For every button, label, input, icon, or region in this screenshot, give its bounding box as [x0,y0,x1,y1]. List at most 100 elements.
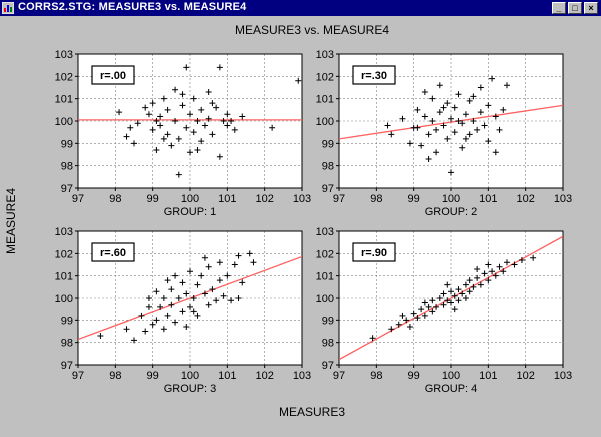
data-point [194,312,201,319]
data-point [466,131,473,138]
data-point [201,290,208,297]
data-point [116,109,123,116]
data-point [459,144,466,151]
data-point [183,64,190,71]
data-point [160,295,167,301]
y-tick-label: 97 [61,183,73,195]
data-point [269,124,276,131]
data-point [462,111,469,118]
x-tick-label: 98 [370,370,382,382]
data-point [451,292,458,299]
x-tick-label: 101 [218,370,236,382]
y-tick-label: 102 [55,248,73,260]
data-point [213,297,220,304]
scatter-panel-2[interactable]: 97 98 99 100 101 102 103 97 98 99 100 101 102 103 r=.3… [316,49,573,218]
correlation-label: r=.00 [100,70,126,82]
x-tick-label: 100 [181,370,199,382]
data-point [153,147,160,154]
data-point [474,265,481,272]
correlation-label: r=.60 [100,247,126,259]
data-point [384,122,391,129]
data-point [403,317,410,324]
data-point [190,308,197,315]
data-point [500,106,507,113]
data-point [425,155,432,162]
data-point [209,131,216,138]
graph-client-area: MEASURE3 vs. MEASURE4 MEASURE3 MEASURE4 … [0,16,601,432]
close-button[interactable]: × [584,2,598,14]
x-tick-label: 100 [442,193,460,205]
data-point [164,131,171,138]
data-point [406,140,413,147]
data-point [489,268,496,275]
data-point [187,111,193,118]
y-tick-label: 100 [316,293,334,305]
data-point [295,77,302,84]
minimize-button[interactable]: _ [552,2,566,14]
data-point [149,100,156,107]
group-label: GROUP: 2 [425,206,478,218]
data-point [179,279,186,286]
data-point [123,326,130,333]
data-point [477,109,484,116]
data-point [198,272,205,279]
correlation-label: r=.30 [361,70,387,82]
data-point [201,254,208,261]
scatter-panel-1[interactable]: 97 98 99 100 101 102 103 97 98 99 100 101 102 103 r=.0… [55,49,312,218]
y-tick-label: 99 [322,138,334,150]
data-point [504,82,510,89]
data-point [466,277,473,284]
data-point [496,126,503,133]
data-point [209,286,216,293]
data-point [485,277,492,284]
x-tick-label: 97 [333,193,345,205]
data-point [175,295,182,301]
x-tick-label: 101 [479,370,497,382]
data-point [414,315,421,322]
data-point [388,326,395,333]
statistica-app-icon[interactable] [2,2,14,14]
data-point [481,270,488,277]
data-point [138,312,145,319]
data-point [205,115,212,122]
x-tick-label: 98 [370,193,382,205]
y-tick-label: 101 [316,94,334,106]
y-tick-label: 98 [322,161,334,173]
data-point [455,91,462,98]
x-tick-label: 100 [442,370,460,382]
y-tick-label: 102 [55,71,73,83]
maximize-button[interactable]: □ [568,2,582,14]
data-point [239,279,246,286]
data-point [425,131,432,138]
title-bar[interactable]: CORRS2.STG: MEASURE3 vs. MEASURE4 _ □ × [0,0,601,16]
correlation-box [352,242,396,262]
data-point [414,106,421,113]
data-point [216,153,223,160]
x-tick-label: 99 [408,193,420,205]
data-point [194,281,201,288]
data-point [485,261,492,268]
y-tick-label: 97 [61,360,73,372]
data-point [466,288,473,295]
data-point [406,324,413,331]
x-tick-label: 97 [72,370,84,382]
scatter-panel-4[interactable]: 97 98 99 100 101 102 103 97 98 99 100 101 102 103 r=.9… [316,226,573,395]
scatter-panel-3[interactable]: 97 98 99 100 101 102 103 97 98 99 100 101 102 103 r=.6… [55,226,312,395]
data-point [190,295,197,301]
data-point [470,283,477,290]
y-tick-label: 102 [316,71,334,83]
data-point [179,308,186,315]
data-point [183,290,190,297]
data-point [142,328,149,335]
y-tick-label: 103 [55,226,73,238]
data-point [530,254,537,261]
data-point [485,138,492,145]
data-point [246,250,253,257]
y-tick-label: 99 [61,138,73,150]
data-point [157,113,164,120]
scatterplot-matrix[interactable]: MEASURE3 vs. MEASURE4 MEASURE3 MEASURE4 … [0,16,601,432]
data-point [97,332,104,339]
figure-x-label: MEASURE3 [279,405,345,419]
y-tick-label: 102 [316,248,334,260]
data-point [451,104,458,111]
